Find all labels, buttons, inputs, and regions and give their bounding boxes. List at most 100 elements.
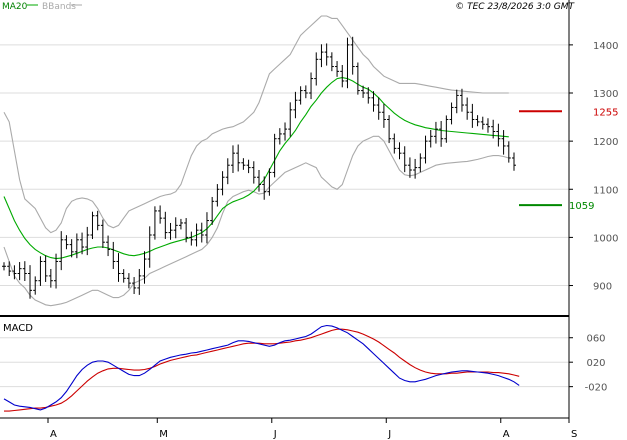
price-bar xyxy=(199,222,204,243)
price-tick-label: 1200 xyxy=(593,137,618,148)
price-bar xyxy=(314,52,319,86)
price-bar xyxy=(392,133,397,154)
x-tick-label: M xyxy=(159,429,168,440)
price-y-ticks: 900 1000 1100 1200 1300 1400 xyxy=(569,41,618,293)
price-bar xyxy=(225,158,230,185)
price-bar xyxy=(168,222,173,240)
price-bar xyxy=(215,184,220,207)
price-bar xyxy=(439,121,444,147)
x-tick-label: A xyxy=(50,429,57,440)
price-bar xyxy=(80,232,85,255)
price-bar xyxy=(43,255,48,282)
price-bar xyxy=(491,119,496,139)
macd-tick-label: 060 xyxy=(586,334,605,345)
price-bar xyxy=(355,62,360,95)
price-tick-label: 1300 xyxy=(593,89,618,100)
legend-bb-label: BBands xyxy=(42,2,76,12)
price-bar xyxy=(376,97,381,120)
price-bar xyxy=(454,89,459,114)
price-bar xyxy=(74,233,79,259)
price-bar xyxy=(309,72,314,100)
price-bar xyxy=(293,91,298,119)
price-bar xyxy=(116,253,121,282)
price-bar xyxy=(501,130,506,155)
price-bar xyxy=(246,159,251,174)
price-bar xyxy=(100,219,105,248)
price-bar xyxy=(381,103,386,128)
x-tick-label: J xyxy=(387,429,391,440)
price-bar xyxy=(283,122,288,141)
macd-title: MACD xyxy=(3,323,33,334)
price-bar xyxy=(132,277,137,294)
price-bar xyxy=(236,144,241,172)
price-bar xyxy=(329,52,334,72)
price-bar xyxy=(480,116,485,130)
price-bar xyxy=(506,141,511,163)
price-bar xyxy=(319,44,324,68)
price-grid xyxy=(0,44,569,287)
bband-upper-line xyxy=(3,15,509,234)
bband-lower-line xyxy=(3,135,509,307)
price-bar xyxy=(64,235,69,250)
price-tick-label: 900 xyxy=(593,282,612,293)
price-bar xyxy=(2,262,6,271)
price-bar xyxy=(147,226,152,268)
price-bar xyxy=(345,37,350,89)
price-bar xyxy=(38,256,43,286)
price-bar xyxy=(470,103,475,128)
price-bar xyxy=(121,269,126,283)
price-bar xyxy=(465,97,470,120)
price-bar xyxy=(12,265,17,280)
price-bar xyxy=(17,262,22,281)
price-bar xyxy=(423,135,428,164)
resistance-label: 1255 xyxy=(593,107,618,118)
price-bar xyxy=(163,211,168,239)
price-bar xyxy=(126,273,131,289)
price-bars xyxy=(2,36,516,299)
price-bar xyxy=(298,86,303,105)
price-bar xyxy=(106,235,111,257)
price-bar xyxy=(444,115,449,143)
price-bar xyxy=(335,61,340,77)
macd-tick-label: 020 xyxy=(586,358,605,369)
price-bar xyxy=(158,205,163,224)
price-bar xyxy=(407,157,412,178)
price-bar xyxy=(485,118,490,133)
x-tick-label: J xyxy=(273,429,277,440)
price-bar xyxy=(142,251,147,284)
price-bar xyxy=(272,133,277,178)
support-label: 1059 xyxy=(569,201,594,212)
ma20-line xyxy=(3,77,509,260)
price-bar xyxy=(257,170,261,192)
price-bar xyxy=(361,85,366,98)
price-bar xyxy=(28,265,33,299)
price-bar xyxy=(241,158,246,170)
price-bar xyxy=(428,129,433,148)
macd-y-ticks: -020 020 060 xyxy=(569,334,607,394)
price-bar xyxy=(459,88,464,112)
price-bar xyxy=(137,268,142,295)
price-bar xyxy=(210,196,215,225)
price-tick-label: 1100 xyxy=(593,185,618,196)
price-bar xyxy=(387,115,392,144)
price-bar xyxy=(496,123,501,147)
macd-signal-line xyxy=(4,328,520,412)
price-bar xyxy=(475,115,480,127)
price-bar xyxy=(262,176,267,200)
x-tick-label: S xyxy=(571,429,577,440)
price-bar xyxy=(277,128,282,145)
price-bar xyxy=(366,87,371,104)
price-bar xyxy=(33,276,38,295)
price-bar xyxy=(173,217,178,239)
macd-lines xyxy=(3,324,520,412)
price-bar xyxy=(189,231,194,246)
price-bar xyxy=(303,85,308,99)
price-bar xyxy=(48,268,53,288)
price-bar xyxy=(397,142,402,160)
support-resistance: 1255 1059 xyxy=(519,107,618,212)
price-tick-label: 1400 xyxy=(593,41,618,52)
price-bar xyxy=(22,261,27,282)
